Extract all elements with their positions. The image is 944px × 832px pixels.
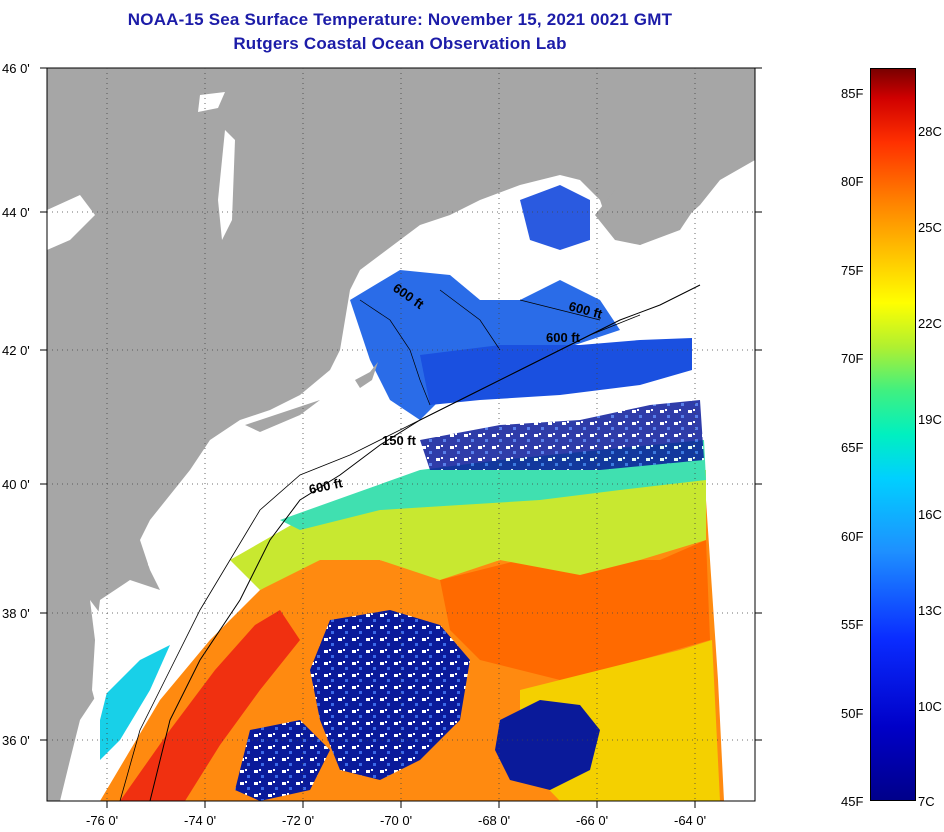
lat-label: 38 0' <box>2 606 30 621</box>
colorbar-f-label: 50F <box>841 706 864 721</box>
land-cape-cod <box>355 362 378 388</box>
lon-label: -66 0' <box>576 813 609 828</box>
cold-patch-central <box>310 610 470 780</box>
colorbar-f-label: 85F <box>841 86 864 101</box>
land-nova-scotia <box>595 125 755 245</box>
lat-label: 46 0' <box>2 61 30 76</box>
isobath-label: 150 ft <box>382 433 417 448</box>
colorbar-f-label: 45F <box>841 794 864 809</box>
lake-ontario <box>47 195 95 250</box>
colorbar-c-label: 25C <box>918 220 942 235</box>
cold-patch-south <box>235 720 330 801</box>
land-new-england-canada <box>47 68 755 801</box>
colorbar-c-label: 19C <box>918 412 942 427</box>
lake-champlain <box>218 130 235 240</box>
lat-label: 42 0' <box>2 343 30 358</box>
lon-label: -70 0' <box>380 813 413 828</box>
isobath-gom <box>359 289 601 406</box>
map-subtitle: Rutgers Coastal Ocean Observation Lab <box>233 34 567 53</box>
lon-label: -76 0' <box>86 813 119 828</box>
colorbar-c-label: 7C <box>918 794 935 809</box>
colorbar-f-label: 55F <box>841 617 864 632</box>
delaware-bay <box>148 540 165 580</box>
chesapeake-bay <box>90 600 110 720</box>
colorbar-c-label: 10C <box>918 699 942 714</box>
temperature-colorbar <box>870 68 916 801</box>
colorbar-c-label: 28C <box>918 124 942 139</box>
sst-nearshore-band <box>100 645 170 760</box>
colorbar-f-label: 60F <box>841 529 864 544</box>
axis-ticks <box>40 67 762 808</box>
colorbar-c-label: 22C <box>918 316 942 331</box>
land-long-island <box>245 400 320 432</box>
colorbar-c-label: 13C <box>918 603 942 618</box>
sst-hot-band <box>120 610 300 801</box>
lon-label: -74 0' <box>184 813 217 828</box>
lat-label: 44 0' <box>2 205 30 220</box>
isobath-150ft <box>119 314 641 801</box>
sst-yellow-band <box>230 470 706 590</box>
lat-label: 40 0' <box>2 477 30 492</box>
speckle-shelf-zone <box>420 400 704 470</box>
graticule <box>47 68 755 801</box>
colorbar-f-label: 65F <box>841 440 864 455</box>
map-title: NOAA-15 Sea Surface Temperature: Novembe… <box>127 10 673 29</box>
colorbar-c-label: 16C <box>918 507 942 522</box>
lon-label: -64 0' <box>674 813 707 828</box>
cold-patch-southeast <box>495 700 600 790</box>
colorbar-f-label: 80F <box>841 174 864 189</box>
sst-orange-east <box>440 540 710 680</box>
lon-label: -68 0' <box>478 813 511 828</box>
colorbar-f-label: 75F <box>841 263 864 278</box>
isobath-label: 600 ft <box>308 475 345 497</box>
georges-bank-band <box>420 338 692 405</box>
isobath-label: 600 ft <box>546 330 581 345</box>
bay-of-fundy-cold <box>520 185 590 250</box>
gulf-of-maine-cold <box>350 270 620 420</box>
lake-moosehead <box>198 92 225 112</box>
lat-label: 36 0' <box>2 733 30 748</box>
isobath-600ft <box>149 284 701 801</box>
colorbar-f-label: 70F <box>841 351 864 366</box>
lon-label: -72 0' <box>282 813 315 828</box>
